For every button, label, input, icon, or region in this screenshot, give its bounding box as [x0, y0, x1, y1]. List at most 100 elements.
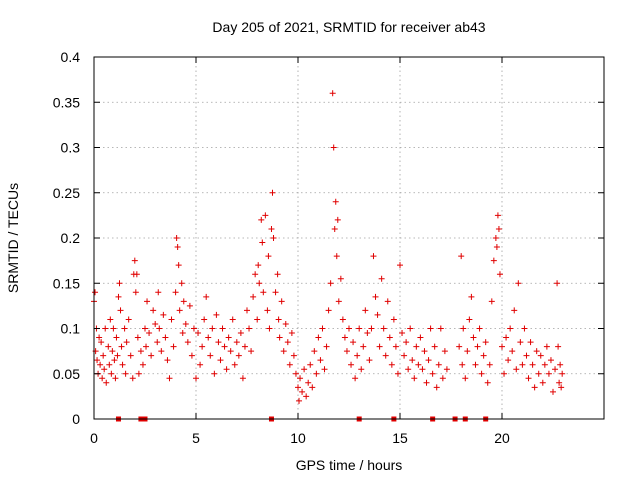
data-point: [411, 375, 418, 382]
data-point: [227, 348, 234, 355]
data-point: [321, 366, 328, 373]
data-point: [533, 348, 540, 355]
data-point: [280, 348, 287, 355]
data-point: [172, 289, 179, 296]
data-point: [559, 370, 566, 377]
data-point: [527, 339, 534, 346]
y-tick-label: 0.1: [61, 321, 81, 337]
data-point: [137, 348, 144, 355]
data-point: [492, 235, 499, 241]
data-point: [115, 293, 122, 300]
data-point: [255, 262, 262, 269]
data-point: [160, 311, 167, 318]
data-point: [97, 361, 104, 368]
data-point: [488, 298, 495, 305]
data-point: [144, 298, 151, 305]
data-point: [301, 366, 308, 373]
y-tick-labels: 0 0.05 0.1 0.15 0.2 0.25 0.3 0.35 0.4: [53, 49, 80, 427]
data-point: [332, 198, 339, 205]
data-point: [495, 225, 502, 232]
data-point: [131, 257, 138, 264]
data-point: [296, 397, 303, 404]
data-point: [305, 379, 312, 386]
data-point: [341, 334, 348, 341]
data-point: [233, 339, 240, 346]
data-point: [288, 330, 295, 337]
data-point: [529, 361, 536, 368]
data-point: [107, 316, 114, 323]
data-point: [401, 352, 408, 359]
data-point: [466, 316, 473, 323]
data-point: [209, 325, 216, 332]
data-point: [352, 375, 359, 382]
data-point: [386, 334, 393, 341]
data-point: [339, 316, 346, 323]
data-point: [114, 352, 121, 359]
data-point: [557, 361, 564, 368]
data-point: [164, 357, 171, 364]
data-point: [254, 316, 261, 323]
data-point: [268, 225, 275, 232]
data-point: [511, 307, 518, 314]
data-point: [390, 316, 397, 323]
x-tick-label: 10: [290, 430, 306, 446]
data-point: [148, 352, 155, 359]
data-point: [456, 343, 463, 350]
data-point: [184, 339, 191, 346]
data-point: [179, 330, 186, 337]
data-point: [219, 325, 226, 332]
data-point: [94, 357, 101, 364]
chart-title: Day 205 of 2021, SRMTID for receiver ab4…: [212, 19, 485, 35]
data-point: [297, 375, 304, 382]
data-point: [545, 370, 552, 377]
data-point: [399, 330, 406, 337]
data-point: [121, 325, 128, 332]
data-point: [276, 334, 283, 341]
data-point: [117, 307, 124, 314]
data-point: [295, 384, 301, 391]
data-point: [380, 325, 387, 332]
data-point: [195, 330, 202, 337]
data-point: [325, 307, 332, 314]
data-point: [193, 375, 199, 382]
data-points: [91, 90, 566, 404]
data-point: [441, 348, 448, 355]
data-point: [330, 144, 337, 151]
data-point: [421, 348, 428, 355]
data-point: [178, 280, 185, 287]
data-point: [417, 334, 424, 341]
data-point: [382, 352, 389, 359]
data-point: [292, 370, 299, 377]
data-point: [366, 357, 373, 364]
data-point: [278, 298, 285, 305]
grid-lines: [94, 57, 604, 419]
data-point: [239, 375, 246, 382]
data-point: [388, 361, 395, 368]
data-point: [313, 370, 320, 377]
data-point: [259, 239, 266, 246]
data-point: [368, 325, 375, 332]
data-point: [99, 375, 106, 382]
y-tick-label: 0.2: [61, 230, 81, 246]
data-point: [384, 298, 391, 305]
data-point: [113, 334, 120, 341]
x-tick-label: 20: [494, 430, 510, 446]
data-point: [112, 375, 119, 382]
data-point: [150, 307, 157, 314]
data-point: [470, 334, 477, 341]
data-point: [370, 253, 377, 260]
data-point: [215, 339, 222, 346]
data-point: [360, 343, 367, 350]
data-point: [459, 361, 466, 368]
y-tick-label: 0.25: [53, 185, 80, 201]
data-point: [170, 343, 177, 350]
data-point: [102, 325, 109, 332]
data-point: [258, 216, 265, 223]
y-tick-label: 0: [72, 411, 80, 427]
data-point: [231, 361, 238, 368]
data-point: [554, 280, 561, 287]
data-point: [275, 316, 282, 323]
y-tick-label: 0.05: [53, 366, 80, 382]
data-point: [175, 262, 182, 269]
x-tick-labels: 0 5 10 15 20: [90, 430, 510, 446]
